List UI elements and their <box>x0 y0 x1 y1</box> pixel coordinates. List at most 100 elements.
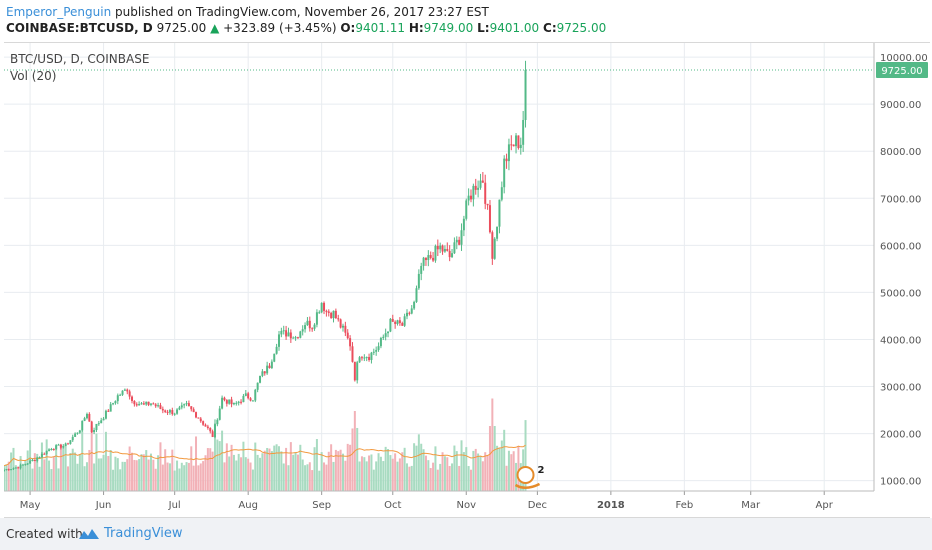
volume-bar <box>424 455 427 491</box>
candle-body <box>379 338 382 347</box>
candle-body <box>351 346 354 362</box>
candle-body <box>59 444 62 448</box>
volume-bar <box>202 461 205 491</box>
candle-body <box>178 407 181 410</box>
candle-body <box>512 144 515 147</box>
volume-bar <box>119 469 122 491</box>
candle-body <box>458 239 461 245</box>
volume-bar <box>503 429 506 491</box>
volume-bar <box>171 449 174 491</box>
volume-bar <box>85 462 88 491</box>
candle-body <box>308 320 311 329</box>
chart-area[interactable]: 9725.00 2 10000.00 9000.00 8000.00 7000.00 60… <box>4 42 930 518</box>
candle-body <box>173 413 176 415</box>
volume-bar <box>455 451 458 491</box>
volume-bar <box>225 443 228 491</box>
volume-bar <box>401 452 404 491</box>
volume-bar <box>327 451 330 491</box>
volume-bar <box>4 465 5 491</box>
candle-body <box>135 404 138 406</box>
candle-body <box>88 413 91 422</box>
candle-body <box>213 424 216 438</box>
candle-body <box>396 320 399 324</box>
candle-body <box>157 405 160 407</box>
volume-bar <box>109 450 112 491</box>
volume-bar <box>363 457 366 491</box>
volume-bar <box>318 470 321 491</box>
candle-body <box>223 397 226 401</box>
volume-bar <box>166 462 169 491</box>
volume-bar <box>453 445 456 491</box>
volume-bar <box>261 453 264 491</box>
candle-body <box>71 436 74 441</box>
candle-body <box>467 195 470 201</box>
candle-body <box>277 334 280 347</box>
low-value: 9401.00 <box>489 21 540 35</box>
y-tick-label: 1000.00 <box>880 477 921 488</box>
volume-bar <box>93 463 96 491</box>
volume-bar <box>21 464 24 491</box>
volume-bar <box>97 458 100 491</box>
candle-body <box>251 400 254 402</box>
candle-body <box>24 464 27 466</box>
volume-bar <box>273 445 276 491</box>
volume-bar <box>204 455 207 491</box>
candle-body <box>275 346 278 354</box>
volume-bar <box>218 441 221 491</box>
candle-body <box>304 325 307 330</box>
candle-body <box>472 185 475 200</box>
candle-body <box>140 403 143 405</box>
candle-body <box>211 431 214 438</box>
candle-body <box>398 320 401 324</box>
candle-body <box>93 430 96 433</box>
x-tick-label: Sep <box>312 500 331 511</box>
candle-body <box>470 195 473 200</box>
volume-bar <box>88 449 91 491</box>
volume-bar <box>344 460 347 491</box>
volume-bar <box>517 446 520 491</box>
candle-body <box>429 255 432 258</box>
volume-bar <box>315 439 318 491</box>
volume-bar <box>83 466 86 491</box>
volume-bar <box>128 446 131 491</box>
candle-body <box>249 398 252 401</box>
volume-bar <box>323 462 326 491</box>
x-tick-label: Dec <box>528 500 547 511</box>
candle-body <box>131 396 134 401</box>
candle-body <box>356 362 359 381</box>
volume-bar <box>145 450 148 491</box>
candle-body <box>164 410 167 412</box>
candle-body <box>481 180 484 183</box>
candle-body <box>190 406 193 410</box>
volume-bar <box>462 452 465 491</box>
candle-body <box>441 245 444 252</box>
candle-body <box>427 255 430 261</box>
volume-bar <box>19 456 22 491</box>
volume-bar <box>417 434 420 491</box>
candle-body <box>14 467 17 469</box>
candle-body <box>498 199 501 227</box>
volume-bar <box>157 455 160 491</box>
volume-bar <box>493 426 496 491</box>
volume-bar <box>209 448 212 491</box>
author-link[interactable]: Emperor_Penguin <box>6 5 112 19</box>
candle-body <box>121 390 124 395</box>
close-label: C: <box>543 21 557 35</box>
volume-bar <box>26 450 29 491</box>
candle-body <box>280 330 283 335</box>
price-chart[interactable]: 9725.00 2 10000.00 9000.00 8000.00 7000.00 60… <box>4 43 930 517</box>
candles <box>4 60 527 472</box>
candle-body <box>434 245 437 261</box>
volume-bar <box>301 459 304 491</box>
y-tick-label: 6000.00 <box>880 241 921 252</box>
created-with-text: Created with <box>6 527 83 541</box>
candle-body <box>128 391 131 397</box>
candle-body <box>142 403 145 405</box>
volume-bar <box>484 452 487 491</box>
x-tick-label: May <box>20 500 41 511</box>
candle-body <box>453 242 456 254</box>
volume-bar <box>379 456 382 491</box>
tradingview-brand[interactable]: TradingView <box>104 526 183 541</box>
volume-bar <box>429 468 432 491</box>
candle-body <box>95 423 98 431</box>
